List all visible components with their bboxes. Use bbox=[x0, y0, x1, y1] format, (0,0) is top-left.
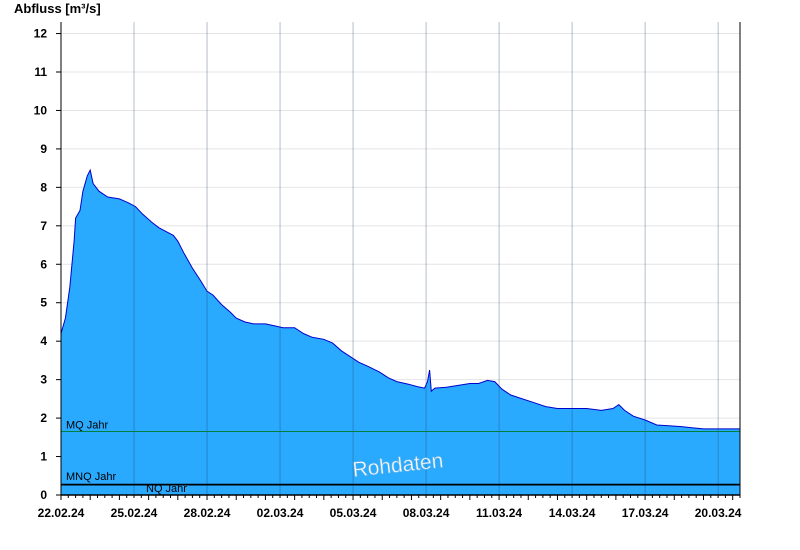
x-tick-label: 08.03.24 bbox=[403, 506, 450, 520]
x-tick-label: 20.03.24 bbox=[695, 506, 742, 520]
x-tick-label: 17.03.24 bbox=[622, 506, 669, 520]
y-tick-label: 1 bbox=[40, 450, 47, 464]
y-tick-label: 10 bbox=[34, 103, 48, 117]
y-tick-label: 3 bbox=[40, 373, 47, 387]
x-tick-label: 28.02.24 bbox=[184, 506, 231, 520]
ref-label-mnq: MNQ Jahr bbox=[66, 471, 116, 483]
y-tick-label: 11 bbox=[34, 65, 47, 79]
y-tick-label: 9 bbox=[40, 142, 47, 156]
ref-label-nq: NQ Jahr bbox=[146, 483, 187, 495]
x-tick-label: 02.03.24 bbox=[257, 506, 304, 520]
y-tick-label: 8 bbox=[40, 180, 47, 194]
x-tick-label: 22.02.24 bbox=[38, 506, 85, 520]
y-tick-label: 5 bbox=[40, 296, 47, 310]
y-tick-label: 12 bbox=[34, 27, 48, 41]
y-tick-label: 0 bbox=[40, 488, 47, 502]
y-tick-label: 4 bbox=[40, 334, 47, 348]
discharge-line bbox=[60, 168, 740, 430]
y-tick-label: 7 bbox=[40, 219, 47, 233]
x-tick-label: 11.03.24 bbox=[476, 506, 522, 520]
ref-label-mq: MQ Jahr bbox=[66, 420, 109, 432]
x-tick-label: 14.03.24 bbox=[549, 506, 596, 520]
y-tick-label: 6 bbox=[40, 257, 47, 271]
x-tick-label: 05.03.24 bbox=[330, 506, 377, 520]
y-tick-label: 2 bbox=[40, 411, 47, 425]
discharge-area bbox=[61, 170, 740, 495]
y-axis-title: Abfluss [m³/s] bbox=[14, 1, 101, 16]
x-tick-label: 25.02.24 bbox=[111, 506, 158, 520]
